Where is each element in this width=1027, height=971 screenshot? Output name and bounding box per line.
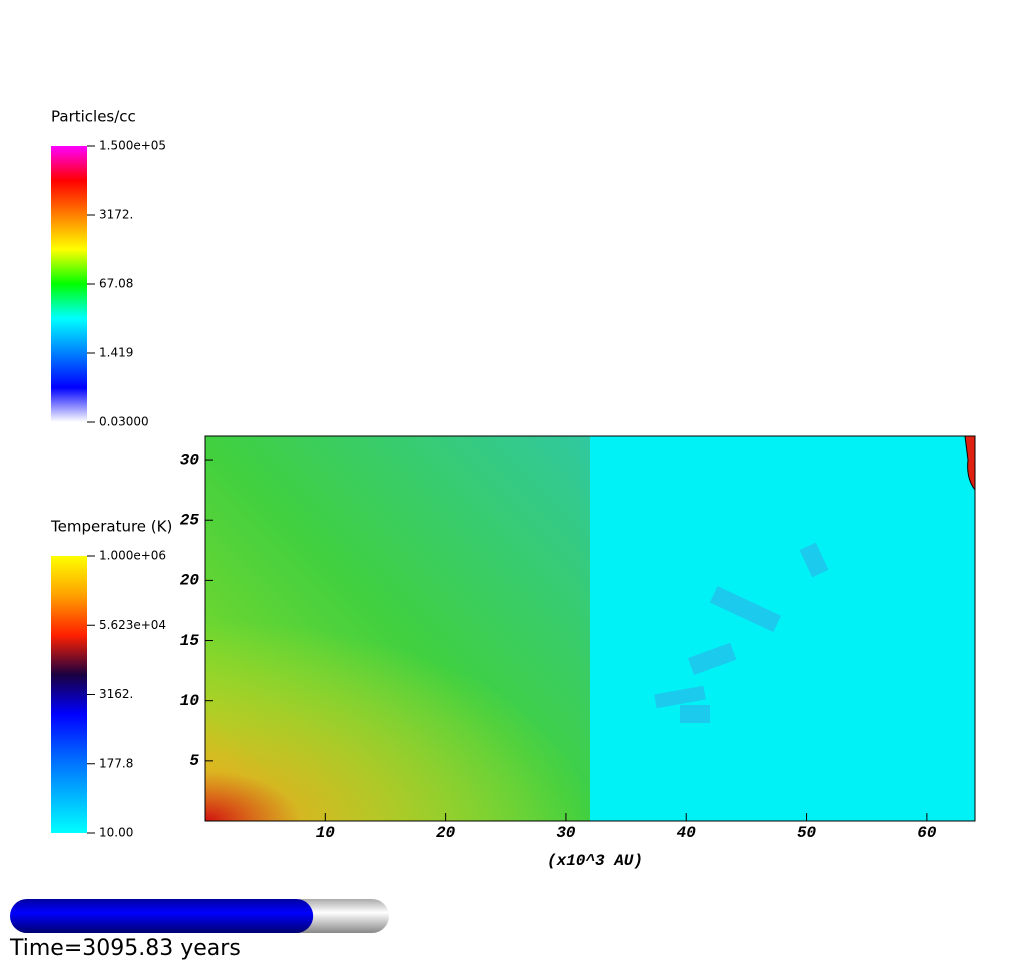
y-tick-label: 30 [180, 451, 200, 469]
colorbar-tick-label: 67.08 [99, 277, 133, 291]
colorbar-tick-label: 5.623e+04 [99, 618, 166, 632]
colorbar-tick-label: 3172. [99, 208, 133, 222]
colorbar-tick-label: 10.00 [99, 826, 133, 840]
colorbar-tick-label: 177.8 [99, 756, 133, 770]
plot-frame [204, 435, 976, 822]
time-label: Time=3095.83 years [9, 936, 241, 961]
colorbar-tick-label: 1.500e+05 [99, 139, 166, 153]
y-tick-label: 20 [180, 572, 200, 590]
colorbar-title: Temperature (K) [50, 518, 172, 536]
colorbar-tick-label: 0.03000 [99, 415, 149, 429]
y-tick-label: 10 [180, 692, 200, 710]
colorbar-tick-label: 3162. [99, 687, 133, 701]
x-tick-label: 10 [316, 824, 336, 842]
field-image [205, 436, 975, 821]
x-tick-label: 30 [556, 824, 576, 842]
progress-fill [10, 899, 314, 933]
x-axis-label: (x10^3 AU) [547, 852, 643, 870]
y-tick-label: 5 [189, 752, 199, 770]
x-tick-label: 60 [917, 824, 937, 842]
colorbar-title: Particles/cc [51, 108, 136, 126]
x-tick-label: 50 [797, 824, 817, 842]
y-tick-label: 15 [180, 632, 200, 650]
colorbar-temperature [51, 556, 87, 833]
y-tick-label: 25 [180, 511, 200, 529]
colorbar-particles [51, 146, 87, 422]
x-tick-label: 40 [677, 824, 697, 842]
colorbar-tick-label: 1.419 [99, 345, 133, 359]
colorbar-tick-label: 1.000e+06 [99, 549, 166, 563]
x-tick-label: 20 [436, 824, 456, 842]
